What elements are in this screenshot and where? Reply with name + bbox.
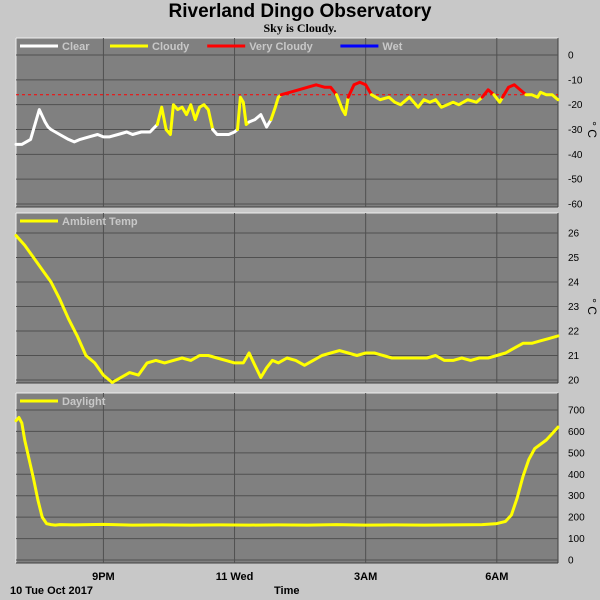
series-line-ambient bbox=[14, 234, 560, 384]
series-line-sky bbox=[346, 80, 373, 99]
y-tick-label: 24 bbox=[568, 278, 580, 289]
legend-label: Clear bbox=[62, 41, 90, 53]
plot-area-ambient bbox=[16, 213, 558, 383]
series-line-sky bbox=[370, 93, 484, 109]
y-tick-label: 0 bbox=[568, 51, 574, 62]
legend-label: Cloudy bbox=[152, 41, 190, 53]
panel-sky: 0 -10 -20 -30 -40 -50 -60 ° C Clear Cloudy Very Cl… bbox=[14, 37, 599, 211]
y-tick-label: 0 bbox=[568, 556, 574, 567]
series-line-sky bbox=[155, 103, 215, 136]
x-tick-label: 6AM bbox=[485, 571, 508, 583]
series-line-sky bbox=[236, 95, 251, 131]
y-tick-label: 25 bbox=[568, 253, 580, 264]
series-line-sky bbox=[335, 93, 350, 117]
y-tick-label: 23 bbox=[568, 302, 580, 313]
time-axis-label: Time bbox=[274, 585, 300, 597]
y-tick-label: 400 bbox=[568, 470, 585, 481]
series-line-sky bbox=[211, 128, 239, 136]
plot-area-daylight bbox=[16, 393, 558, 563]
legend-label: Wet bbox=[382, 41, 402, 53]
x-tick-label: 9PM bbox=[92, 571, 115, 583]
page-title: Riverland Dingo Observatory bbox=[168, 1, 432, 22]
y-tick-label: -60 bbox=[568, 200, 583, 211]
y-tick-label: 200 bbox=[568, 513, 585, 524]
series-line-sky bbox=[524, 90, 560, 102]
page-subtitle: Sky is Cloudy. bbox=[263, 21, 337, 35]
series-line-sky bbox=[14, 108, 159, 146]
y-tick-label: 600 bbox=[568, 427, 585, 438]
date-label: 10 Tue Oct 2017 bbox=[10, 585, 93, 597]
legend-label: Ambient Temp bbox=[62, 216, 138, 228]
series-line-sky bbox=[501, 83, 528, 99]
y-tick-label: -10 bbox=[568, 75, 583, 86]
y-unit-label: ° C bbox=[585, 298, 599, 315]
y-tick-label: -30 bbox=[568, 125, 583, 136]
y-tick-label: 26 bbox=[568, 229, 580, 240]
y-tick-label: 500 bbox=[568, 448, 585, 459]
legend-label: Daylight bbox=[62, 396, 106, 408]
y-tick-label: 21 bbox=[568, 351, 580, 362]
y-tick-label: -40 bbox=[568, 150, 583, 161]
y-tick-label: 22 bbox=[568, 327, 580, 338]
y-tick-label: 300 bbox=[568, 491, 585, 502]
y-tick-label: -50 bbox=[568, 175, 583, 186]
plot-area-sky bbox=[16, 38, 558, 207]
x-tick-label: 11 Wed bbox=[216, 571, 254, 583]
y-tick-label: 100 bbox=[568, 534, 585, 545]
series-line-sky bbox=[492, 93, 505, 104]
legend-label: Very Cloudy bbox=[249, 41, 313, 53]
series-line-sky bbox=[247, 113, 273, 129]
series-line-daylight bbox=[14, 416, 560, 527]
series-line-sky bbox=[279, 83, 338, 97]
panel-daylight: 700 600 500 400 300 200 100 0 Daylight bbox=[14, 392, 585, 567]
series-line-sky bbox=[269, 93, 283, 122]
x-tick-label: 3AM bbox=[354, 571, 377, 583]
y-tick-label: 700 bbox=[568, 406, 585, 417]
y-tick-label: -20 bbox=[568, 100, 583, 111]
y-tick-label: 20 bbox=[568, 376, 580, 387]
series-line-sky bbox=[480, 88, 496, 99]
y-unit-label: ° C bbox=[585, 121, 599, 138]
panel-ambient: 26 25 24 23 22 21 20 ° C Ambient Temp bbox=[14, 212, 599, 387]
